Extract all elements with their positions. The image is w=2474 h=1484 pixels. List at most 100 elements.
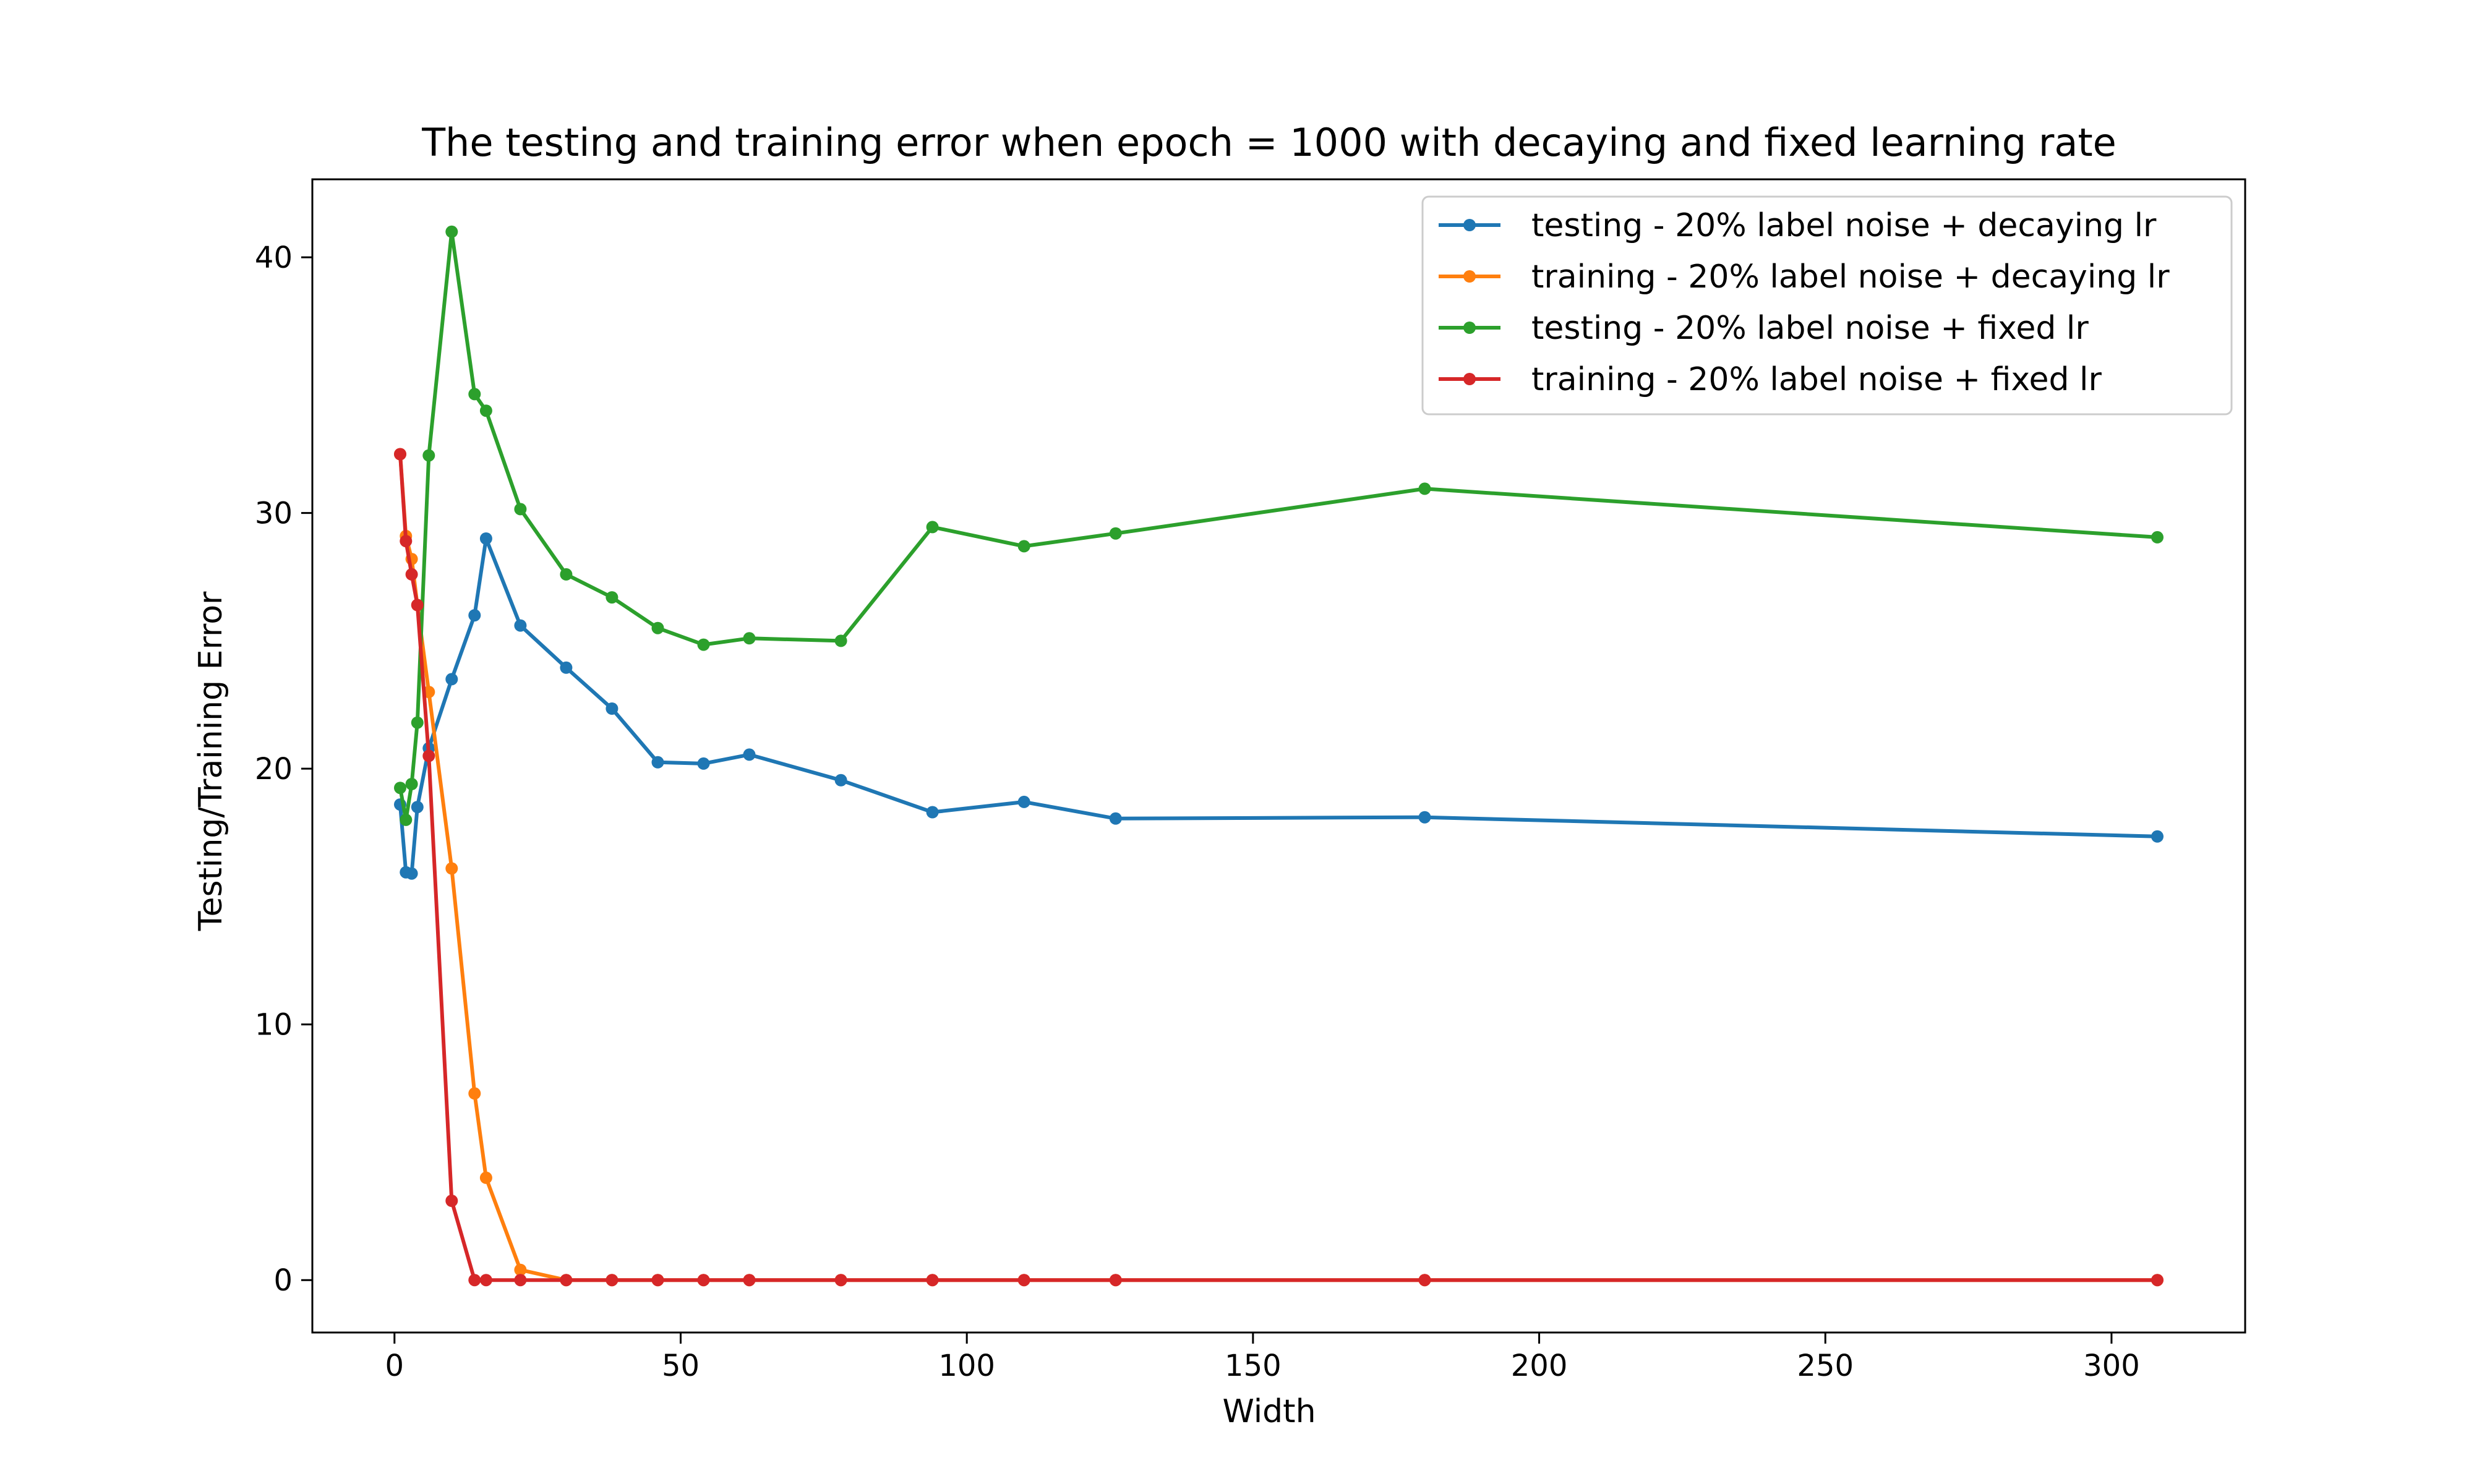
data-point xyxy=(394,448,406,461)
data-point xyxy=(422,449,435,462)
data-point xyxy=(479,532,492,545)
data-point xyxy=(606,1274,618,1287)
y-axis-label: Testing/Training Error xyxy=(192,591,229,931)
data-point xyxy=(445,673,458,686)
legend-marker xyxy=(1463,219,1476,231)
data-point xyxy=(1017,795,1030,808)
data-point xyxy=(514,503,527,516)
data-point xyxy=(405,568,418,581)
data-point xyxy=(606,591,618,604)
y-tick-label: 20 xyxy=(255,752,293,787)
y-tick-label: 40 xyxy=(255,241,293,275)
y-tick-label: 0 xyxy=(273,1263,293,1298)
x-tick-label: 300 xyxy=(2083,1349,2140,1383)
data-point xyxy=(743,632,756,645)
series-line xyxy=(398,537,2159,876)
data-point xyxy=(560,1274,573,1287)
data-point xyxy=(1109,812,1122,825)
data-point xyxy=(2151,830,2164,843)
x-tick-label: 0 xyxy=(385,1349,404,1383)
data-point xyxy=(651,1274,664,1287)
data-point xyxy=(411,599,424,612)
data-point xyxy=(468,609,481,622)
data-point xyxy=(400,535,413,548)
data-point xyxy=(1418,811,1431,824)
data-point xyxy=(2151,1274,2164,1287)
legend-label: training - 20% label noise + decaying lr xyxy=(1531,258,2170,296)
data-point xyxy=(479,404,492,417)
data-point xyxy=(1109,1274,1122,1287)
data-point xyxy=(422,749,435,762)
data-point xyxy=(926,1274,939,1287)
data-point xyxy=(400,813,413,826)
legend-label: training - 20% label noise + fixed lr xyxy=(1531,361,2102,398)
series-layer xyxy=(394,225,2164,1287)
data-point xyxy=(479,1274,492,1287)
legend-item: testing - 20% label noise + fixed lr xyxy=(1439,310,2089,347)
y-tick-label: 30 xyxy=(255,497,293,531)
legend-item: training - 20% label noise + decaying lr xyxy=(1439,258,2170,296)
x-axis-ticks: 0 50 100 150 200 250 300 xyxy=(385,1333,2140,1383)
y-tick-label: 10 xyxy=(255,1008,293,1043)
data-point xyxy=(445,225,458,238)
data-point xyxy=(514,1263,527,1276)
legend-marker xyxy=(1463,270,1476,283)
y-axis-ticks: 0 10 20 30 40 xyxy=(255,241,312,1298)
data-point xyxy=(1017,540,1030,553)
legend-marker xyxy=(1463,373,1476,385)
data-point xyxy=(743,748,756,761)
series-1 xyxy=(394,532,2164,880)
data-point xyxy=(1017,1274,1030,1287)
legend: testing - 20% label noise + decaying lr t… xyxy=(1421,195,2233,416)
data-point xyxy=(445,1195,458,1207)
x-tick-label: 150 xyxy=(1225,1349,1282,1383)
x-tick-label: 50 xyxy=(662,1349,700,1383)
data-point xyxy=(1109,527,1122,540)
data-point xyxy=(394,782,406,795)
data-point xyxy=(560,568,573,581)
data-point xyxy=(445,862,458,875)
legend-marker xyxy=(1463,322,1476,334)
plot-area-frame xyxy=(311,178,2246,1334)
data-point xyxy=(651,756,664,769)
data-point xyxy=(1418,1274,1431,1287)
data-point xyxy=(468,388,481,401)
data-point xyxy=(697,638,710,651)
data-point xyxy=(514,619,527,632)
chart-title: The testing and training error when epoc… xyxy=(421,120,2117,165)
data-point xyxy=(468,1274,481,1287)
data-point xyxy=(606,702,618,715)
data-point xyxy=(834,774,847,787)
data-point xyxy=(405,778,418,790)
legend-item: testing - 20% label noise + decaying lr xyxy=(1439,207,2157,244)
data-point xyxy=(560,661,573,674)
series-3 xyxy=(394,225,2164,826)
data-point xyxy=(411,801,424,814)
data-point xyxy=(1418,482,1431,495)
data-point xyxy=(926,521,939,534)
x-tick-label: 200 xyxy=(1511,1349,1568,1383)
x-axis-label: Width xyxy=(1222,1393,1316,1430)
data-point xyxy=(2151,531,2164,544)
legend-box xyxy=(1421,195,2233,416)
data-point xyxy=(834,634,847,647)
series-line xyxy=(398,452,2159,1282)
data-point xyxy=(405,867,418,880)
data-point xyxy=(468,1087,481,1100)
data-point xyxy=(697,757,710,770)
series-line xyxy=(398,229,2159,822)
data-point xyxy=(743,1274,756,1287)
legend-item: training - 20% label noise + fixed lr xyxy=(1439,361,2102,398)
data-point xyxy=(697,1274,710,1287)
x-tick-label: 100 xyxy=(938,1349,995,1383)
data-point xyxy=(834,1274,847,1287)
legend-label: testing - 20% label noise + fixed lr xyxy=(1531,310,2089,347)
x-tick-label: 250 xyxy=(1797,1349,1854,1383)
data-point xyxy=(926,806,939,819)
data-point xyxy=(514,1274,527,1287)
legend-label: testing - 20% label noise + decaying lr xyxy=(1531,207,2157,244)
data-point xyxy=(411,716,424,729)
series-4 xyxy=(394,448,2164,1287)
data-point xyxy=(651,621,664,634)
